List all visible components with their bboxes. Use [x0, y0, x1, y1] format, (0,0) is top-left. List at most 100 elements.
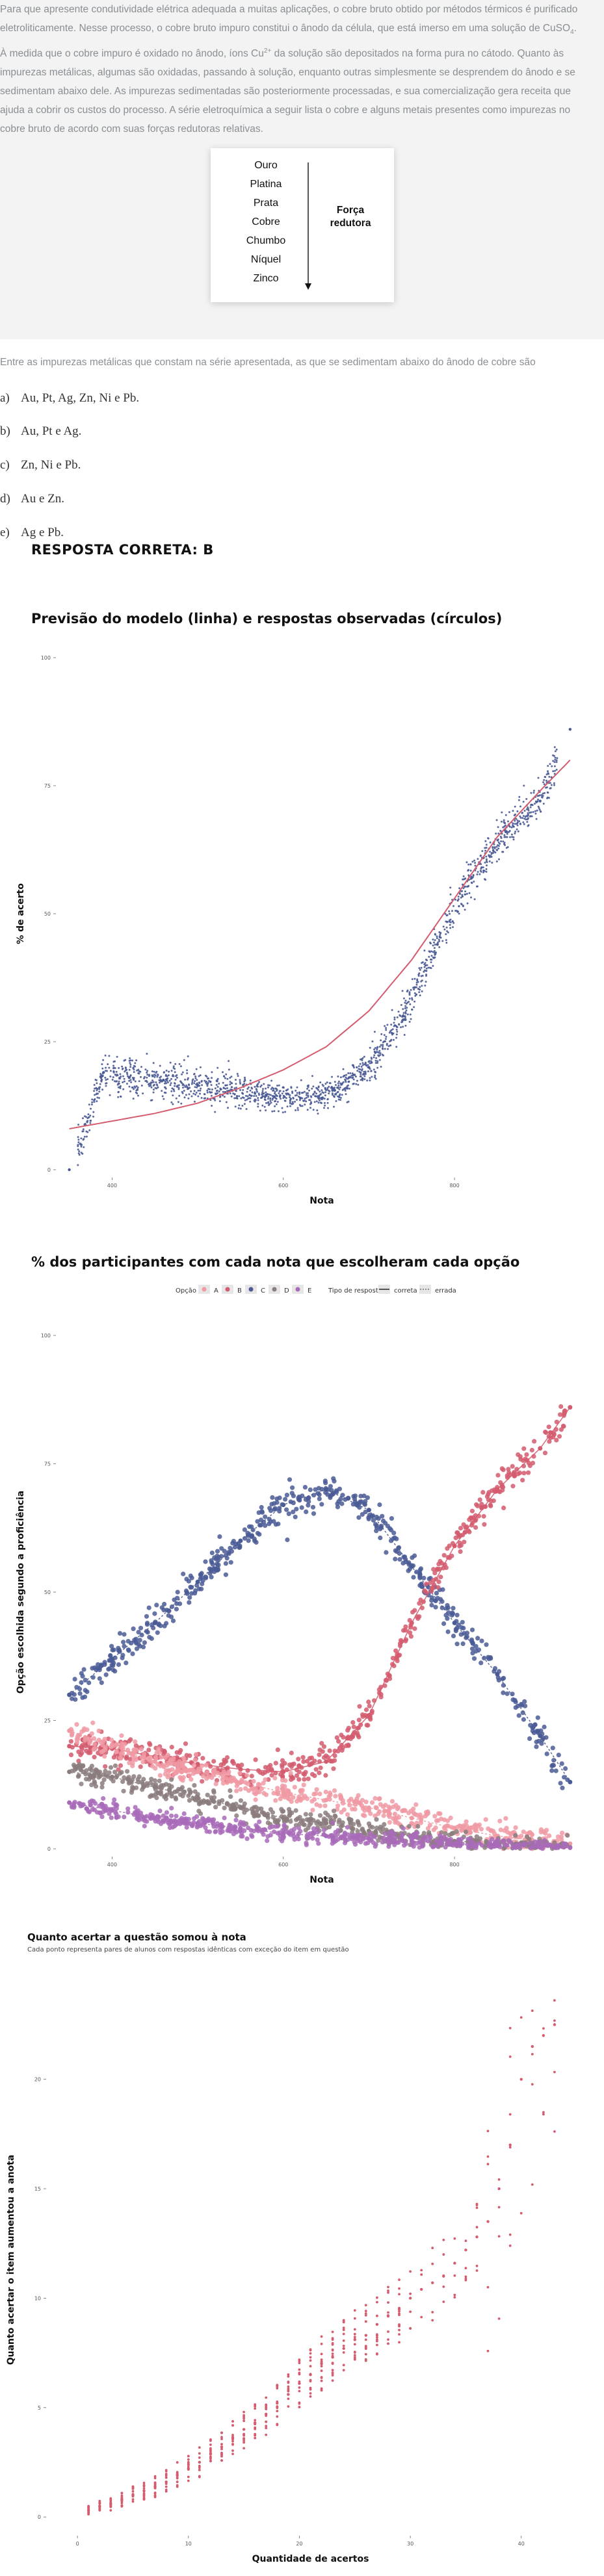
observed-point [318, 1096, 321, 1098]
observed-point [451, 910, 453, 912]
observed-point [172, 1094, 174, 1097]
data-point [547, 1833, 552, 1838]
observed-point [210, 1084, 213, 1087]
data-point [120, 1779, 125, 1784]
data-point [196, 1766, 201, 1772]
data-point [237, 1827, 243, 1833]
data-point [289, 1777, 294, 1782]
data-point [347, 1816, 352, 1822]
data-point [458, 1526, 464, 1531]
data-point [139, 1632, 144, 1638]
electrochemical-series-card: Ouro Platina Prata Cobre Chumbo Níquel Z… [211, 148, 394, 302]
data-point [267, 1825, 272, 1830]
data-point [492, 1844, 497, 1849]
observed-point [373, 1050, 376, 1053]
observed-point [298, 1096, 302, 1100]
data-point [151, 1793, 156, 1798]
observed-point [250, 1087, 253, 1089]
data-point [187, 1773, 192, 1778]
data-point [200, 1578, 205, 1583]
observed-point [363, 1055, 365, 1058]
data-point [431, 1827, 436, 1833]
observed-point [516, 821, 519, 824]
observed-point [352, 1083, 354, 1085]
data-point [153, 2483, 157, 2486]
observed-point [175, 1097, 177, 1100]
data-point [196, 1586, 202, 1591]
data-point [131, 1786, 136, 1791]
observed-point [453, 905, 454, 907]
observed-point [419, 968, 421, 971]
data-point [97, 1676, 102, 1681]
data-point [299, 1505, 304, 1510]
data-point [422, 1588, 427, 1593]
observed-point [203, 1093, 205, 1096]
observed-point [106, 1078, 109, 1081]
observed-point [81, 1144, 83, 1146]
observed-point [361, 1068, 363, 1070]
data-point [521, 1717, 527, 1722]
option-a[interactable]: a) Au, Pt, Ag, Zn, Ni e Pb. [0, 391, 140, 405]
option-d[interactable]: d) Au e Zn. [0, 492, 65, 506]
observed-point [538, 807, 540, 809]
data-point [151, 1625, 156, 1630]
data-point [164, 2476, 168, 2479]
observed-point [298, 1096, 300, 1098]
data-point [398, 2293, 400, 2296]
data-point [411, 1575, 416, 1580]
observed-point [383, 1034, 386, 1037]
observed-point [194, 1080, 196, 1083]
observed-point [257, 1097, 259, 1100]
observed-point [449, 919, 451, 921]
data-point [242, 1527, 247, 1532]
data-point [243, 2447, 245, 2450]
data-point [464, 2278, 467, 2282]
observed-point [223, 1096, 226, 1098]
data-point [331, 2372, 334, 2375]
data-point [519, 2211, 523, 2215]
stem-line: sedimentam abaixo dele. As impurezas sed… [0, 86, 571, 97]
observed-point [160, 1075, 162, 1078]
observed-point [515, 818, 518, 820]
data-point [257, 1819, 262, 1824]
data-point [410, 1555, 415, 1560]
observed-point [327, 1107, 329, 1109]
observed-point [309, 1101, 312, 1103]
data-point [245, 1768, 250, 1773]
data-point [279, 1807, 284, 1812]
data-point [412, 1608, 417, 1613]
data-point [164, 2482, 168, 2485]
data-point [254, 2404, 257, 2407]
observed-point [89, 1122, 92, 1124]
observed-point [487, 837, 490, 840]
option-c[interactable]: c) Zn, Ni e Pb. [0, 458, 81, 472]
observed-point [484, 879, 487, 881]
observed-point [253, 1095, 256, 1097]
data-point [89, 1764, 94, 1769]
data-point [403, 1628, 408, 1633]
data-point [495, 1473, 501, 1478]
data-point [528, 1846, 533, 1851]
data-point [526, 1470, 531, 1475]
data-point [328, 1792, 333, 1797]
data-point [220, 2447, 223, 2451]
data-point [454, 1619, 459, 1624]
data-point [486, 1844, 492, 1849]
option-e[interactable]: e) Ag e Pb. [0, 526, 64, 539]
data-point [382, 1822, 387, 1827]
observed-point [384, 1040, 386, 1042]
observed-point [85, 1135, 88, 1138]
data-point [454, 1625, 460, 1630]
data-point [287, 2405, 290, 2408]
data-point [270, 1814, 276, 1820]
option-b[interactable]: b) Au, Pt e Ag. [0, 424, 82, 438]
observed-point [276, 1085, 278, 1087]
data-point [369, 1833, 374, 1838]
observed-point [289, 1102, 291, 1105]
data-point [238, 1798, 243, 1803]
observed-point [146, 1070, 149, 1072]
observed-point [334, 1093, 336, 1096]
data-point [164, 2474, 168, 2477]
observed-point [96, 1082, 98, 1085]
observed-point [491, 862, 493, 864]
